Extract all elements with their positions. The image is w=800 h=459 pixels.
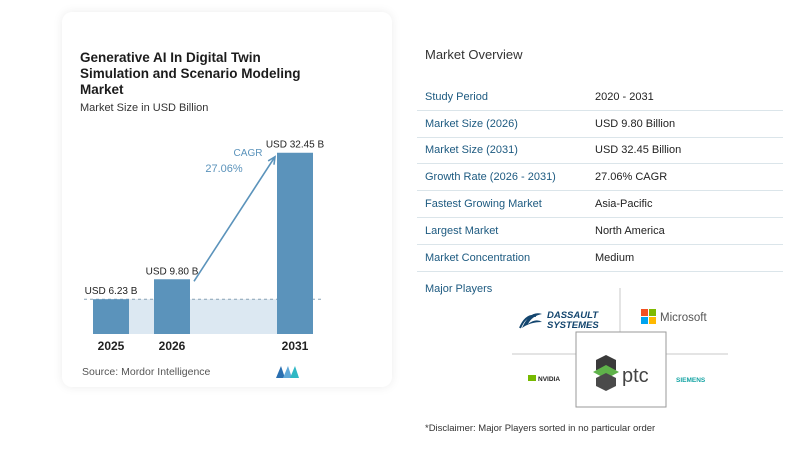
nvidia-logo-icon	[528, 375, 536, 381]
bar-2031	[277, 152, 313, 334]
bar-2026	[154, 279, 190, 334]
overview-value: USD 9.80 Billion	[595, 117, 676, 130]
chart-subtitle: Market Size in USD Billion	[80, 102, 209, 114]
overview-value: USD 32.45 Billion	[595, 144, 682, 157]
overview-value: North America	[595, 224, 665, 237]
overview-row-concentration: Market Concentration Medium	[417, 245, 783, 272]
dassault-logo-text: DASSAULT	[547, 310, 599, 321]
siemens-logo-text: SIEMENS	[676, 377, 706, 384]
overview-key: Growth Rate (2026 - 2031)	[425, 171, 556, 184]
cagr-arrow	[193, 156, 276, 282]
ptc-logo-icon	[593, 355, 619, 391]
overview-row-study-period: Study Period 2020 - 2031	[417, 84, 783, 111]
cagr-label: CAGR	[234, 148, 263, 159]
shaded-region	[129, 299, 154, 334]
cagr-value: 27.06%	[205, 163, 243, 175]
data-label-2031: USD 32.45 B	[266, 140, 325, 151]
overview-value: Asia-Pacific	[595, 198, 653, 211]
overview-key: Market Size (2031)	[425, 144, 518, 157]
overview-key: Study Period	[425, 90, 488, 103]
overview-key: Fastest Growing Market	[425, 198, 542, 211]
ptc-logo-text: ptc	[622, 365, 649, 387]
chart-title: Generative AI In Digital Twin Simulation…	[80, 50, 301, 97]
dassault-logo-icon	[519, 313, 542, 329]
cagr-arrow-head	[267, 155, 277, 165]
microsoft-logo-icon	[641, 309, 656, 324]
overview-row-market-size-2031: Market Size (2031) USD 32.45 Billion	[417, 138, 783, 165]
bar-2025	[93, 299, 129, 334]
overview-row-market-size-2026: Market Size (2026) USD 9.80 Billion	[417, 111, 783, 138]
major-players-label: Major Players	[425, 283, 493, 295]
market-overview-title: Market Overview	[425, 47, 523, 62]
tick-label-2026: 2026	[159, 339, 186, 353]
bar-chart: USD 6.23 B 2025 USD 9.80 B 2026 USD 32.45 B 2…	[84, 140, 325, 353]
data-label-2026: USD 9.80 B	[146, 266, 199, 277]
overview-key: Largest Market	[425, 224, 499, 237]
overview-value: 27.06% CAGR	[595, 171, 668, 184]
overview-value: Medium	[595, 251, 635, 264]
chart-card: Generative AI In Digital Twin Simulation…	[62, 12, 392, 387]
microsoft-logo-text: Microsoft	[660, 312, 707, 324]
overview-row-growth-rate: Growth Rate (2026 - 2031) 27.06% CAGR	[417, 164, 783, 192]
disclaimer-text: *Disclaimer: Major Players sorted in no …	[425, 423, 656, 434]
overview-value: 2020 - 2031	[595, 90, 654, 103]
overview-row-fastest-growing: Fastest Growing Market Asia-Pacific	[417, 191, 783, 218]
nvidia-logo-text: NVIDIA	[538, 376, 560, 383]
tick-label-2025: 2025	[98, 339, 125, 353]
overview-key: Market Concentration	[425, 251, 531, 264]
data-label-2025: USD 6.23 B	[85, 286, 138, 297]
overview-row-largest-market: Largest Market North America	[417, 218, 783, 245]
source-text: Source: Mordor Intelligence	[82, 366, 211, 378]
dassault-logo-text: SYSTEMES	[547, 320, 599, 331]
mordor-logo-icon	[276, 366, 299, 378]
overview-key: Market Size (2026)	[425, 117, 518, 130]
tick-label-2031: 2031	[282, 339, 309, 353]
market-overview-table: Study Period 2020 - 2031 Market Size (20…	[417, 84, 783, 272]
shaded-region	[190, 299, 277, 334]
